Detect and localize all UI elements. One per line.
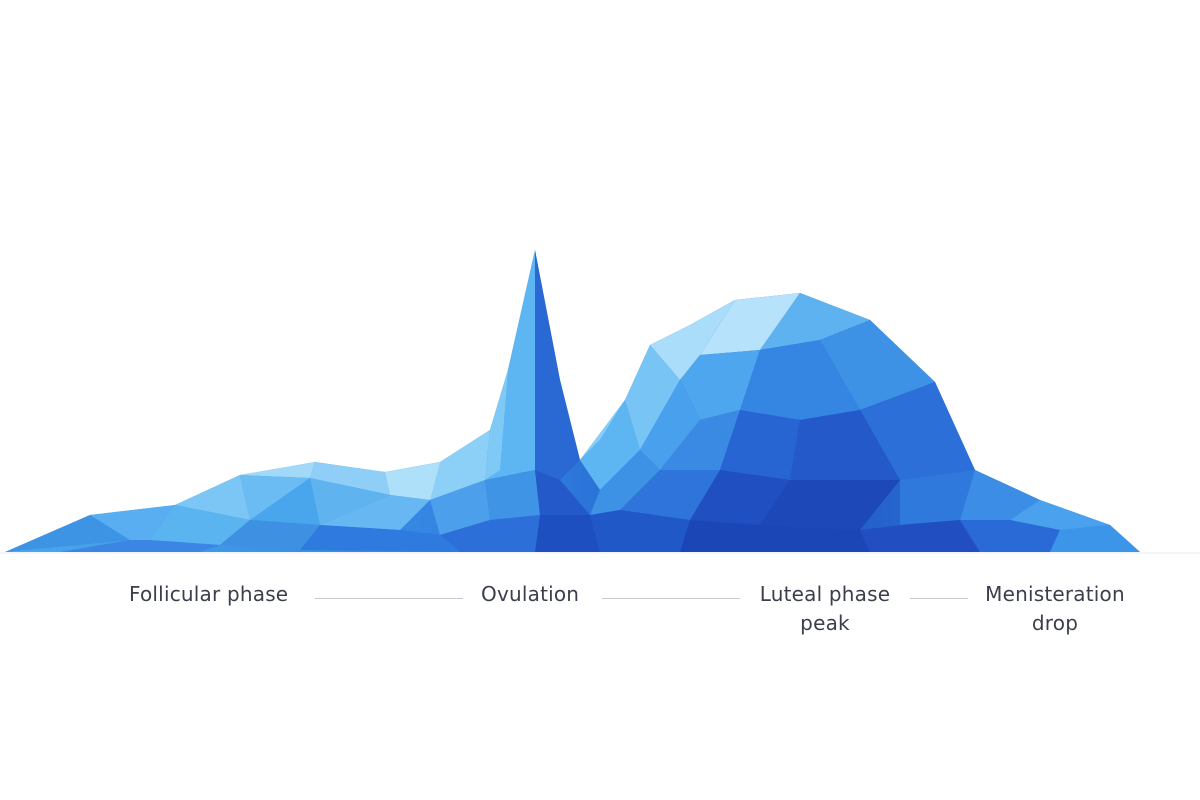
menstruation-line-2: drop: [1031, 611, 1079, 635]
luteal-line-1: Luteal phase: [759, 582, 891, 606]
connector-line-3: [910, 598, 968, 599]
menstruation-line-1: Menisteration: [985, 582, 1125, 606]
label-luteal-phase-peak: Luteal phase peak: [752, 580, 898, 638]
luteal-line-2: peak: [800, 611, 850, 635]
connector-line-1: [315, 598, 463, 599]
label-follicular-phase: Follicular phase: [129, 582, 289, 606]
label-menstruation-drop: Menisteration drop: [980, 580, 1130, 638]
area-facets: [5, 250, 1140, 552]
label-ovulation: Ovulation: [481, 582, 580, 606]
connector-line-2: [602, 598, 740, 599]
